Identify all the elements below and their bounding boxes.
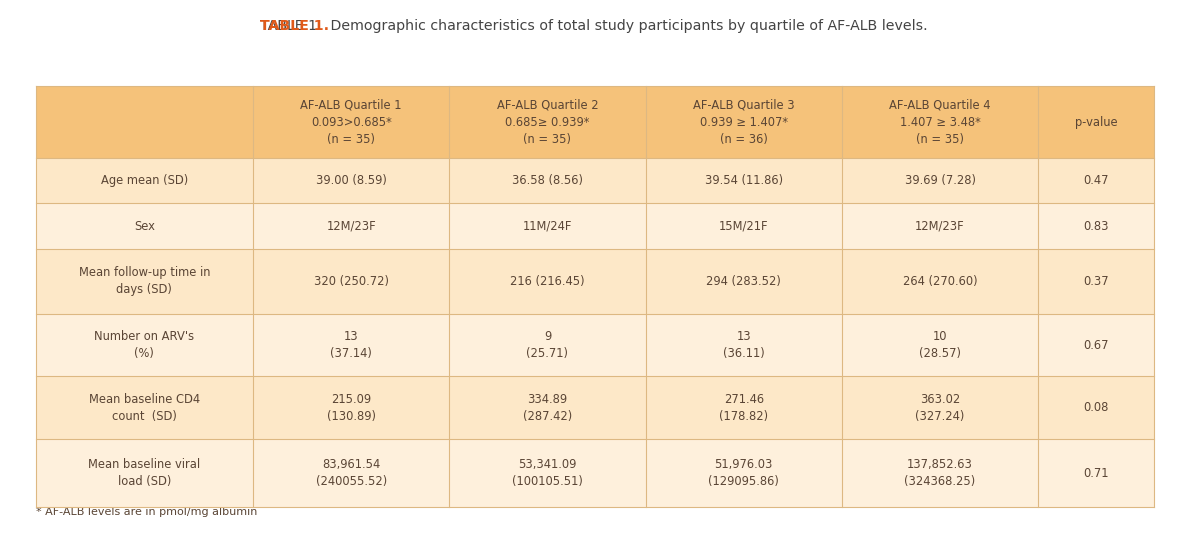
Text: 39.54 (11.86): 39.54 (11.86) bbox=[705, 175, 783, 187]
Text: 39.00 (8.59): 39.00 (8.59) bbox=[316, 175, 387, 187]
Text: TABLE 1.: TABLE 1. bbox=[260, 19, 329, 33]
Bar bbox=[36, 158, 1154, 203]
Bar bbox=[36, 439, 1154, 507]
Text: AF-ALB Quartile 3
0.939 ≥ 1.407*
(n = 36): AF-ALB Quartile 3 0.939 ≥ 1.407* (n = 36… bbox=[693, 98, 794, 146]
Bar bbox=[36, 203, 1154, 249]
Text: 12M/23F: 12M/23F bbox=[915, 219, 965, 233]
Text: 294 (283.52): 294 (283.52) bbox=[706, 275, 781, 288]
Text: 13
(37.14): 13 (37.14) bbox=[330, 330, 372, 361]
Text: 363.02
(327.24): 363.02 (327.24) bbox=[915, 393, 965, 423]
Text: 0.67: 0.67 bbox=[1084, 338, 1109, 352]
Text: 334.89
(287.42): 334.89 (287.42) bbox=[522, 393, 572, 423]
Text: Age mean (SD): Age mean (SD) bbox=[101, 175, 188, 187]
Text: AF-ALB Quartile 1
0.093>0.685*
(n = 35): AF-ALB Quartile 1 0.093>0.685* (n = 35) bbox=[300, 98, 402, 146]
Text: Number on ARV's
(%): Number on ARV's (%) bbox=[94, 330, 195, 361]
Text: 51,976.03
(129095.86): 51,976.03 (129095.86) bbox=[709, 458, 779, 488]
Text: Mean baseline viral
load (SD): Mean baseline viral load (SD) bbox=[88, 458, 201, 488]
Text: 36.58 (8.56): 36.58 (8.56) bbox=[512, 175, 583, 187]
Text: p-value: p-value bbox=[1074, 116, 1117, 129]
Text: 39.69 (7.28): 39.69 (7.28) bbox=[904, 175, 976, 187]
Text: 137,852.63
(324368.25): 137,852.63 (324368.25) bbox=[904, 458, 976, 488]
Text: 83,961.54
(240055.52): 83,961.54 (240055.52) bbox=[316, 458, 387, 488]
Text: 0.83: 0.83 bbox=[1084, 219, 1109, 233]
Text: 0.47: 0.47 bbox=[1084, 175, 1109, 187]
Text: 264 (270.60): 264 (270.60) bbox=[903, 275, 977, 288]
Text: 53,341.09
(100105.51): 53,341.09 (100105.51) bbox=[512, 458, 583, 488]
Text: 15M/21F: 15M/21F bbox=[719, 219, 769, 233]
Text: AF-ALB Quartile 2
0.685≥ 0.939*
(n = 35): AF-ALB Quartile 2 0.685≥ 0.939* (n = 35) bbox=[496, 98, 598, 146]
Text: 9
(25.71): 9 (25.71) bbox=[527, 330, 569, 361]
Bar bbox=[36, 86, 1154, 158]
Bar bbox=[36, 314, 1154, 377]
Text: 13
(36.11): 13 (36.11) bbox=[723, 330, 764, 361]
Text: 215.09
(130.89): 215.09 (130.89) bbox=[326, 393, 375, 423]
Text: Sex: Sex bbox=[134, 219, 154, 233]
Text: TABLE 1.  Demographic characteristics of total study participants by quartile of: TABLE 1. Demographic characteristics of … bbox=[260, 19, 927, 33]
Bar bbox=[36, 249, 1154, 314]
Text: Mean follow-up time in
days (SD): Mean follow-up time in days (SD) bbox=[78, 266, 210, 296]
Text: 216 (216.45): 216 (216.45) bbox=[510, 275, 585, 288]
Text: 0.08: 0.08 bbox=[1084, 401, 1109, 414]
Text: 0.71: 0.71 bbox=[1084, 466, 1109, 480]
Text: AF-ALB Quartile 4
1.407 ≥ 3.48*
(n = 35): AF-ALB Quartile 4 1.407 ≥ 3.48* (n = 35) bbox=[889, 98, 991, 146]
Text: 12M/23F: 12M/23F bbox=[326, 219, 376, 233]
Bar bbox=[36, 377, 1154, 439]
Text: 0.37: 0.37 bbox=[1084, 275, 1109, 288]
Text: 271.46
(178.82): 271.46 (178.82) bbox=[719, 393, 768, 423]
Text: Mean baseline CD4
count  (SD): Mean baseline CD4 count (SD) bbox=[89, 393, 199, 423]
Text: 11M/24F: 11M/24F bbox=[522, 219, 572, 233]
Text: 320 (250.72): 320 (250.72) bbox=[313, 275, 388, 288]
Text: * AF-ALB levels are in pmol/mg albumin: * AF-ALB levels are in pmol/mg albumin bbox=[36, 507, 256, 517]
Text: 10
(28.57): 10 (28.57) bbox=[919, 330, 961, 361]
